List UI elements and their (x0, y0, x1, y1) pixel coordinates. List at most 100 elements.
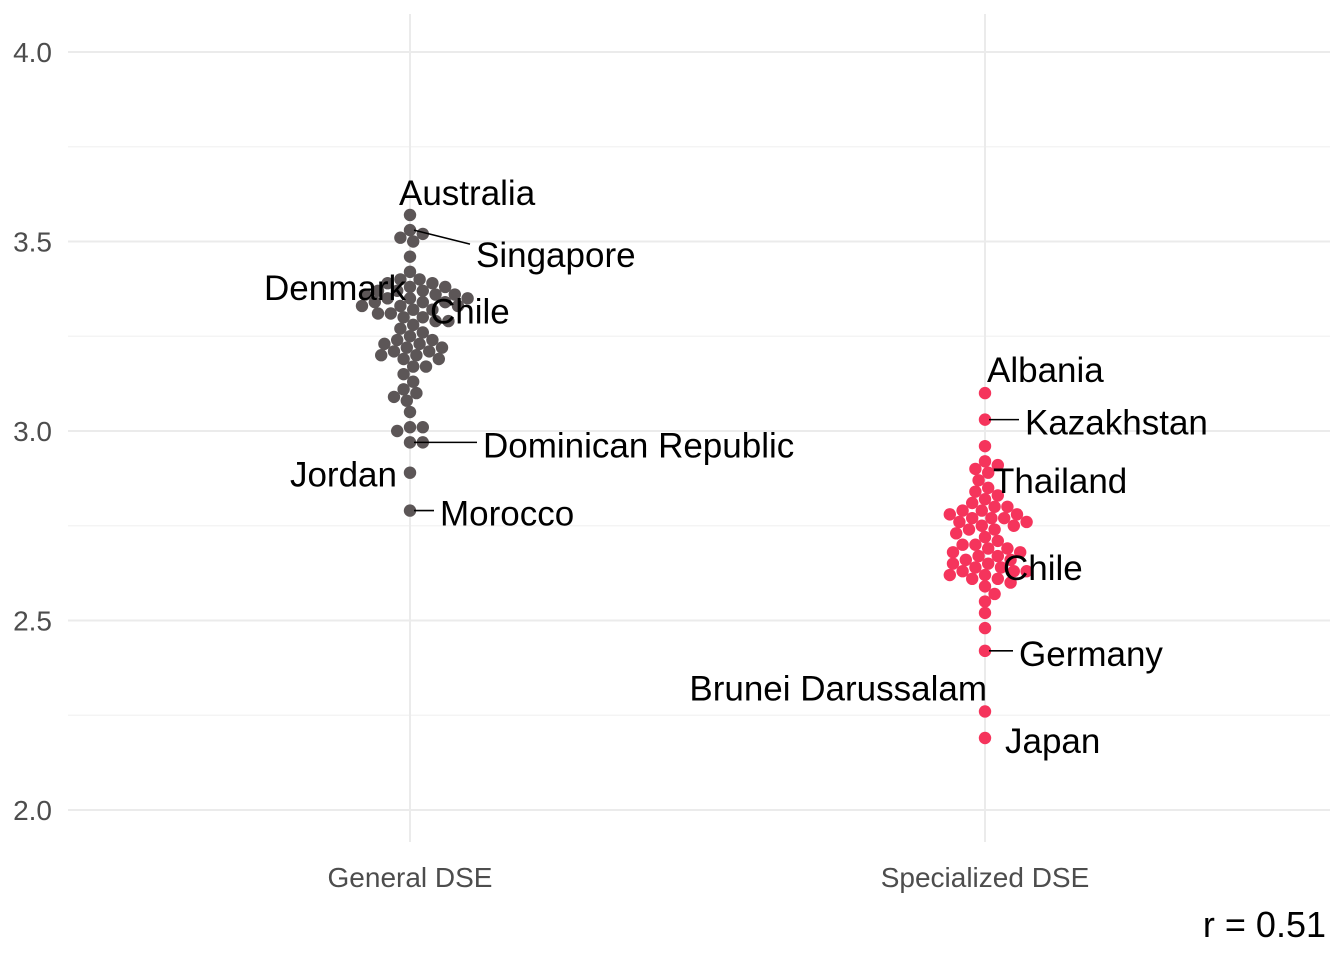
data-point-specialized (956, 565, 969, 578)
point-label: Morocco (440, 495, 574, 534)
data-point-general (403, 250, 417, 263)
point-label: Albania (987, 351, 1104, 390)
data-point-general (448, 288, 461, 301)
data-point-specialized (982, 557, 995, 570)
data-point-general (461, 292, 474, 305)
data-point-specialized (1010, 508, 1024, 521)
data-point-specialized (966, 572, 979, 586)
point-label: Thailand (993, 462, 1127, 501)
data-point-specialized (991, 534, 1004, 548)
data-point-general (359, 288, 372, 301)
data-point-general (429, 288, 442, 301)
data-point-general (397, 383, 410, 396)
data-point-specialized (988, 587, 1001, 601)
data-point-specialized (1004, 553, 1017, 567)
data-point-specialized (969, 462, 982, 476)
data-point-specialized (956, 504, 969, 517)
data-point-specialized (972, 549, 985, 563)
data-point-specialized (1020, 515, 1033, 529)
data-point-general (407, 360, 420, 373)
y-axis-ticks: 2.0 2.5 3.0 3.5 4.0 (13, 37, 52, 826)
data-point-specialized (959, 553, 972, 567)
data-point-general (400, 341, 413, 354)
data-point-specialized (1007, 519, 1020, 532)
data-point-general (432, 352, 445, 366)
data-point-specialized (950, 527, 963, 540)
point-labels: Australia Singapore Denmark Chile Dominican … (264, 174, 1208, 761)
data-point-general (394, 299, 407, 313)
point-label: Jordan (290, 456, 397, 495)
data-point-general (407, 375, 420, 388)
data-point-general (423, 345, 436, 358)
x-tick-label: Specialized DSE (881, 862, 1090, 893)
data-point-general (381, 276, 394, 290)
point-label: Chile (1003, 549, 1083, 588)
data-point-general (397, 352, 410, 366)
data-point-specialized (1014, 546, 1027, 559)
y-tick-label: 4.0 (13, 37, 52, 68)
data-point-general (394, 231, 407, 244)
data-point-specialized (953, 515, 966, 529)
data-point-specialized (966, 496, 979, 510)
x-tick-label: General DSE (328, 862, 493, 893)
data-point-specialized (978, 705, 992, 718)
data-point-general (391, 284, 404, 297)
data-point-specialized (982, 542, 995, 555)
data-point-specialized (978, 493, 992, 506)
data-point-general (451, 299, 465, 313)
data-point-specialized (966, 511, 979, 525)
data-point-general (403, 405, 417, 419)
data-point-specialized (991, 572, 1004, 586)
data-point-general (442, 314, 455, 328)
data-point-general (416, 311, 429, 324)
data-point-general (426, 276, 439, 290)
data-point-general (394, 322, 407, 335)
data-point-general (381, 292, 394, 305)
data-point-specialized (969, 538, 982, 551)
data-point-specialized (943, 508, 956, 521)
y-tick-label: 3.0 (13, 416, 52, 447)
data-point-general (426, 303, 439, 316)
data-points (355, 208, 1033, 745)
data-point-specialized (956, 538, 969, 551)
data-point-specialized (946, 557, 960, 570)
data-point-specialized (998, 511, 1011, 525)
data-point-general (439, 295, 452, 309)
data-point-specialized (988, 500, 1001, 513)
data-point-specialized (1020, 565, 1033, 578)
data-point-specialized (985, 511, 998, 525)
data-point-general (400, 394, 413, 407)
grid-lines (68, 14, 1330, 842)
data-point-specialized (1001, 500, 1014, 513)
data-point-general (407, 318, 420, 332)
data-point-general (375, 349, 388, 362)
label-leader-line (413, 229, 471, 245)
point-label: Denmark (264, 269, 406, 308)
point-label: Brunei Darussalam (689, 669, 987, 708)
data-point-general (435, 341, 449, 354)
data-point-specialized (962, 523, 976, 536)
data-point-general (387, 345, 401, 358)
data-point-specialized (946, 546, 960, 559)
data-point-general (439, 280, 452, 294)
point-label: Japan (1005, 722, 1100, 761)
data-point-general (391, 333, 404, 347)
data-point-general (403, 280, 417, 294)
data-point-specialized (991, 458, 1004, 472)
data-point-general (419, 360, 433, 373)
data-point-general (397, 311, 410, 324)
data-point-specialized (972, 474, 985, 487)
data-point-general (403, 208, 417, 222)
data-point-general (403, 421, 417, 434)
data-point-general (410, 349, 423, 362)
point-label: Germany (1019, 635, 1163, 674)
data-point-general (403, 330, 417, 343)
data-point-specialized (982, 466, 995, 479)
data-point-specialized (982, 481, 995, 495)
data-point-general (403, 292, 417, 305)
data-point-specialized (978, 731, 992, 745)
data-point-specialized (988, 523, 1001, 536)
data-point-general (426, 333, 439, 347)
data-point-specialized (991, 549, 1004, 563)
data-point-specialized (1001, 542, 1014, 555)
